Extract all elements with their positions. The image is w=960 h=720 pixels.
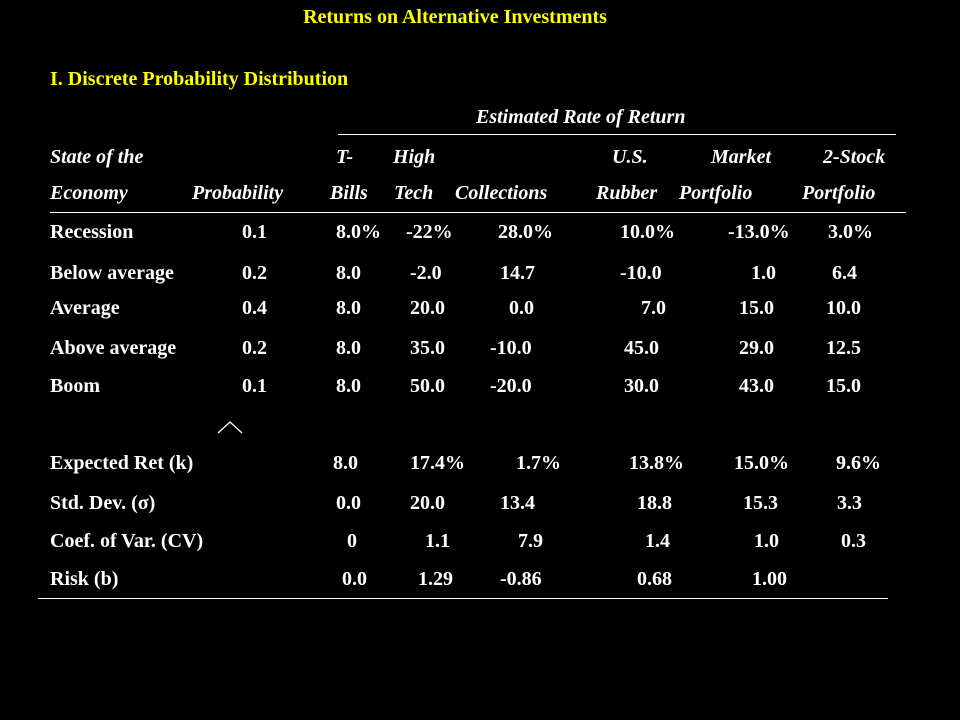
table-cell: 10.0% xyxy=(620,221,675,243)
table-cell: 8.0 xyxy=(336,337,361,359)
table-cell: 0.3 xyxy=(841,530,866,552)
table-cell: 3.3 xyxy=(837,492,862,514)
header-cell: Collections xyxy=(455,182,548,204)
table-cell: 7.9 xyxy=(518,530,543,552)
header-cell: U.S. xyxy=(612,146,648,168)
table-cell: 0.68 xyxy=(637,568,672,590)
table-cell: 6.4 xyxy=(832,262,857,284)
table-cell: 1.0 xyxy=(754,530,779,552)
table-cell: 20.0 xyxy=(410,297,445,319)
table-cell: 15.3 xyxy=(743,492,778,514)
table-cell: 8.0 xyxy=(336,375,361,397)
table-cell: 0.0 xyxy=(509,297,534,319)
header-cell: Portfolio xyxy=(679,182,753,204)
table-cell: 0.2 xyxy=(242,262,267,284)
table-cell: 45.0 xyxy=(624,337,659,359)
row-label: Average xyxy=(50,297,120,319)
header-rule xyxy=(50,212,906,213)
table-cell: -10.0 xyxy=(620,262,662,284)
table-bottom-rule xyxy=(38,598,888,599)
table-cell: 12.5 xyxy=(826,337,861,359)
table-cell: 1.0 xyxy=(751,262,776,284)
table-cell: 13.4 xyxy=(500,492,535,514)
header-cell: State of the xyxy=(50,146,144,168)
table-cell: 15.0 xyxy=(739,297,774,319)
table-cell: 29.0 xyxy=(739,337,774,359)
header-cell: Portfolio xyxy=(802,182,876,204)
header-cell: Tech xyxy=(394,182,434,204)
table-cell: -22% xyxy=(406,221,453,243)
table-cell: 0.4 xyxy=(242,297,267,319)
header-cell: Market xyxy=(711,146,771,168)
table-cell: 7.0 xyxy=(641,297,666,319)
row-label: Expected Ret (k) xyxy=(50,452,194,474)
table-cell: -0.86 xyxy=(500,568,542,590)
table-cell: 0.1 xyxy=(242,221,267,243)
row-label: Boom xyxy=(50,375,100,397)
row-label: Std. Dev. (σ) xyxy=(50,492,156,514)
row-label: Risk (b) xyxy=(50,568,119,590)
table-cell: 10.0 xyxy=(826,297,861,319)
table-cell: 1.1 xyxy=(425,530,450,552)
table-cell: 28.0% xyxy=(498,221,553,243)
row-label: Recession xyxy=(50,221,134,243)
table-cell: 0.1 xyxy=(242,375,267,397)
table-cell: 30.0 xyxy=(624,375,659,397)
header-cell: T- xyxy=(336,146,354,168)
table-cell: 1.00 xyxy=(752,568,787,590)
table-cell: 8.0 xyxy=(333,452,358,474)
row-label: Coef. of Var. (CV) xyxy=(50,530,204,552)
table-cell: 43.0 xyxy=(739,375,774,397)
table-cell: -13.0% xyxy=(728,221,790,243)
table-cell: 20.0 xyxy=(410,492,445,514)
header-cell: Bills xyxy=(330,182,368,204)
row-label: Below average xyxy=(50,262,174,284)
table-cell: 17.4% xyxy=(410,452,465,474)
table-cell: -2.0 xyxy=(410,262,442,284)
table-cell: 0 xyxy=(347,530,357,552)
table-cell: 14.7 xyxy=(500,262,535,284)
header-cell: Rubber xyxy=(596,182,658,204)
table-cell: -10.0 xyxy=(490,337,532,359)
table-cell: 15.0 xyxy=(826,375,861,397)
table-cell: 1.4 xyxy=(645,530,670,552)
table-cell: 50.0 xyxy=(410,375,445,397)
group-header-rule xyxy=(338,134,896,135)
table-cell: 0.2 xyxy=(242,337,267,359)
table-cell: 8.0 xyxy=(336,262,361,284)
table-cell: 1.29 xyxy=(418,568,453,590)
table-cell: 35.0 xyxy=(410,337,445,359)
section-heading: I. Discrete Probability Distribution xyxy=(50,68,349,90)
table-cell: 9.6% xyxy=(836,452,881,474)
table-cell: 3.0% xyxy=(828,221,873,243)
table-cell: -20.0 xyxy=(490,375,532,397)
header-cell: Probability xyxy=(192,182,284,204)
row-label: Above average xyxy=(50,337,177,359)
header-cell: Economy xyxy=(50,182,128,204)
hat-mark-icon xyxy=(217,421,243,434)
header-cell: High xyxy=(393,146,436,168)
header-cell: 2-Stock xyxy=(823,146,886,168)
slide-title: Returns on Alternative Investments xyxy=(303,6,607,28)
table-cell: 0.0 xyxy=(336,492,361,514)
table-cell: 1.7% xyxy=(516,452,561,474)
table-cell: 0.0 xyxy=(342,568,367,590)
table-cell: 15.0% xyxy=(734,452,789,474)
table-cell: 18.8 xyxy=(637,492,672,514)
group-header: Estimated Rate of Return xyxy=(476,106,686,128)
table-cell: 8.0% xyxy=(336,221,381,243)
table-cell: 13.8% xyxy=(629,452,684,474)
table-cell: 8.0 xyxy=(336,297,361,319)
